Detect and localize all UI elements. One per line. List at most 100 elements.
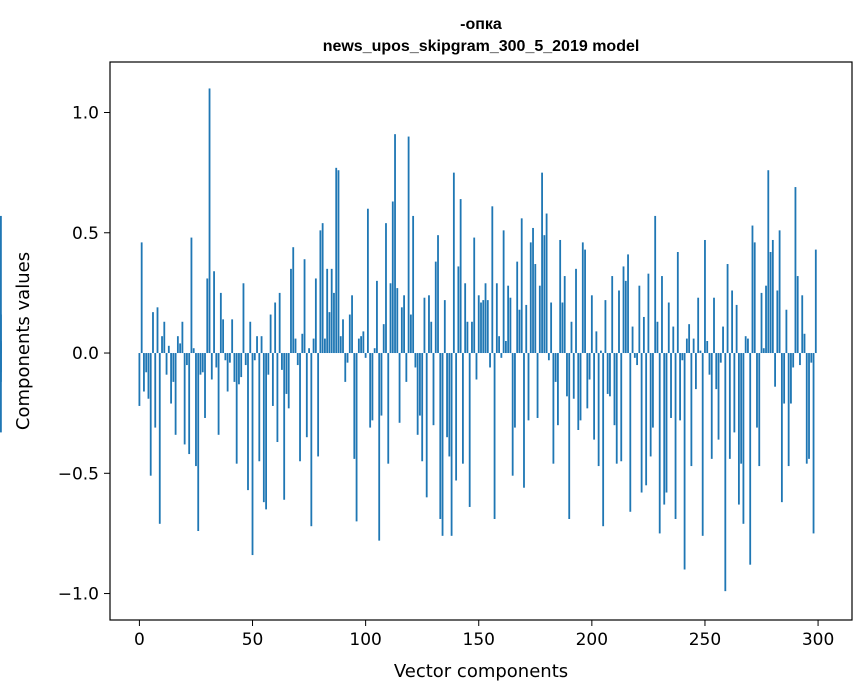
bar-28 xyxy=(201,353,204,373)
bar-166 xyxy=(514,353,516,428)
bar-215 xyxy=(624,280,627,354)
bar-174 xyxy=(532,227,534,354)
bar-141 xyxy=(457,266,460,354)
bar-132 xyxy=(437,235,439,354)
bar-113 xyxy=(394,134,396,354)
bar-142 xyxy=(459,199,462,354)
bar-178 xyxy=(541,172,543,354)
bar-163 xyxy=(507,285,510,354)
bar-139 xyxy=(452,172,455,354)
bar-176 xyxy=(536,353,539,418)
bar-226 xyxy=(649,353,652,457)
bar-165 xyxy=(511,353,514,476)
bar-286 xyxy=(785,309,788,354)
bar-13 xyxy=(167,345,170,354)
bar-161 xyxy=(502,230,505,354)
bar-98 xyxy=(360,336,363,354)
bar-249 xyxy=(701,353,704,536)
bar-83 xyxy=(326,268,329,354)
bar-101 xyxy=(366,208,369,354)
bar-267 xyxy=(742,353,745,524)
bar-207 xyxy=(606,353,609,394)
bar-262 xyxy=(731,290,734,354)
bar-107 xyxy=(380,353,383,416)
bar-22 xyxy=(188,353,191,455)
bar-287 xyxy=(787,353,790,467)
bar-171 xyxy=(525,304,528,354)
y-tick-label-2: 0.0 xyxy=(72,344,99,364)
bar-19 xyxy=(181,321,184,354)
bar-undefined xyxy=(0,353,2,382)
bar-283 xyxy=(778,230,781,354)
bar-275 xyxy=(760,292,763,354)
bar-45 xyxy=(240,353,243,378)
bar-149 xyxy=(475,353,478,380)
bar-155 xyxy=(489,353,491,368)
x-axis-ticks: 0 50 100 150 200 250 300 xyxy=(134,620,834,650)
bar-73 xyxy=(303,259,306,354)
x-tick-label-150: 150 xyxy=(463,630,495,650)
bar-209 xyxy=(611,276,614,354)
bar-74 xyxy=(305,353,308,438)
bar-undefined xyxy=(0,215,2,354)
bar-81 xyxy=(321,223,324,354)
bar-288 xyxy=(790,353,792,404)
bar-12 xyxy=(165,353,168,375)
bar-91 xyxy=(344,353,347,382)
bar-30 xyxy=(206,278,209,354)
bar-15 xyxy=(172,353,175,382)
bar-181 xyxy=(547,353,550,361)
bar-273 xyxy=(756,353,758,428)
bar-8 xyxy=(156,307,159,354)
x-tick-label-50: 50 xyxy=(242,630,264,650)
bar-46 xyxy=(242,283,245,354)
bar-179 xyxy=(543,235,546,354)
bar-277 xyxy=(765,285,767,354)
bar-35 xyxy=(217,353,220,435)
bar-100 xyxy=(364,353,367,358)
bar-36 xyxy=(219,292,222,354)
bar-175 xyxy=(534,264,537,354)
chart-title-line-1: -опка xyxy=(460,16,502,33)
bar-27 xyxy=(199,353,202,375)
bar-151 xyxy=(480,302,482,354)
bar-75 xyxy=(308,348,310,354)
bar-281 xyxy=(774,353,776,387)
bar-131 xyxy=(434,261,437,354)
bar-129 xyxy=(430,321,433,354)
bar-210 xyxy=(613,353,616,426)
bar-250 xyxy=(704,239,706,354)
bar-177 xyxy=(538,285,541,354)
bar-299 xyxy=(814,249,817,354)
bar-88 xyxy=(337,170,340,354)
bar-71 xyxy=(299,353,301,462)
bar-232 xyxy=(663,353,666,505)
y-tick-label-0: −1.0 xyxy=(58,585,99,605)
bar-218 xyxy=(631,326,634,354)
bar-23 xyxy=(190,237,193,354)
bar-205 xyxy=(602,353,605,527)
bar-164 xyxy=(509,297,512,354)
bar-undefined xyxy=(0,343,2,354)
bar-96 xyxy=(355,353,358,522)
bar-110 xyxy=(387,353,390,464)
y-tick-label-1: −0.5 xyxy=(58,464,99,484)
bar-78 xyxy=(314,278,317,354)
bar-122 xyxy=(414,353,417,368)
bar-170 xyxy=(523,353,525,488)
bar-97 xyxy=(357,338,360,354)
bar-198 xyxy=(586,353,589,409)
bar-84 xyxy=(328,312,331,354)
bar-20 xyxy=(183,353,186,445)
bar-55 xyxy=(262,353,265,503)
bar-204 xyxy=(599,350,602,354)
chart-title-line-2: news_upos_skipgram_300_5_2019 model xyxy=(323,38,640,55)
bar-104 xyxy=(373,348,376,354)
bar-280 xyxy=(771,239,774,354)
bar-270 xyxy=(749,353,752,565)
bar-106 xyxy=(378,353,381,541)
bar-112 xyxy=(391,201,394,354)
x-tick-label-0: 0 xyxy=(134,630,145,650)
bar-121 xyxy=(412,215,415,354)
bar-234 xyxy=(667,302,670,354)
